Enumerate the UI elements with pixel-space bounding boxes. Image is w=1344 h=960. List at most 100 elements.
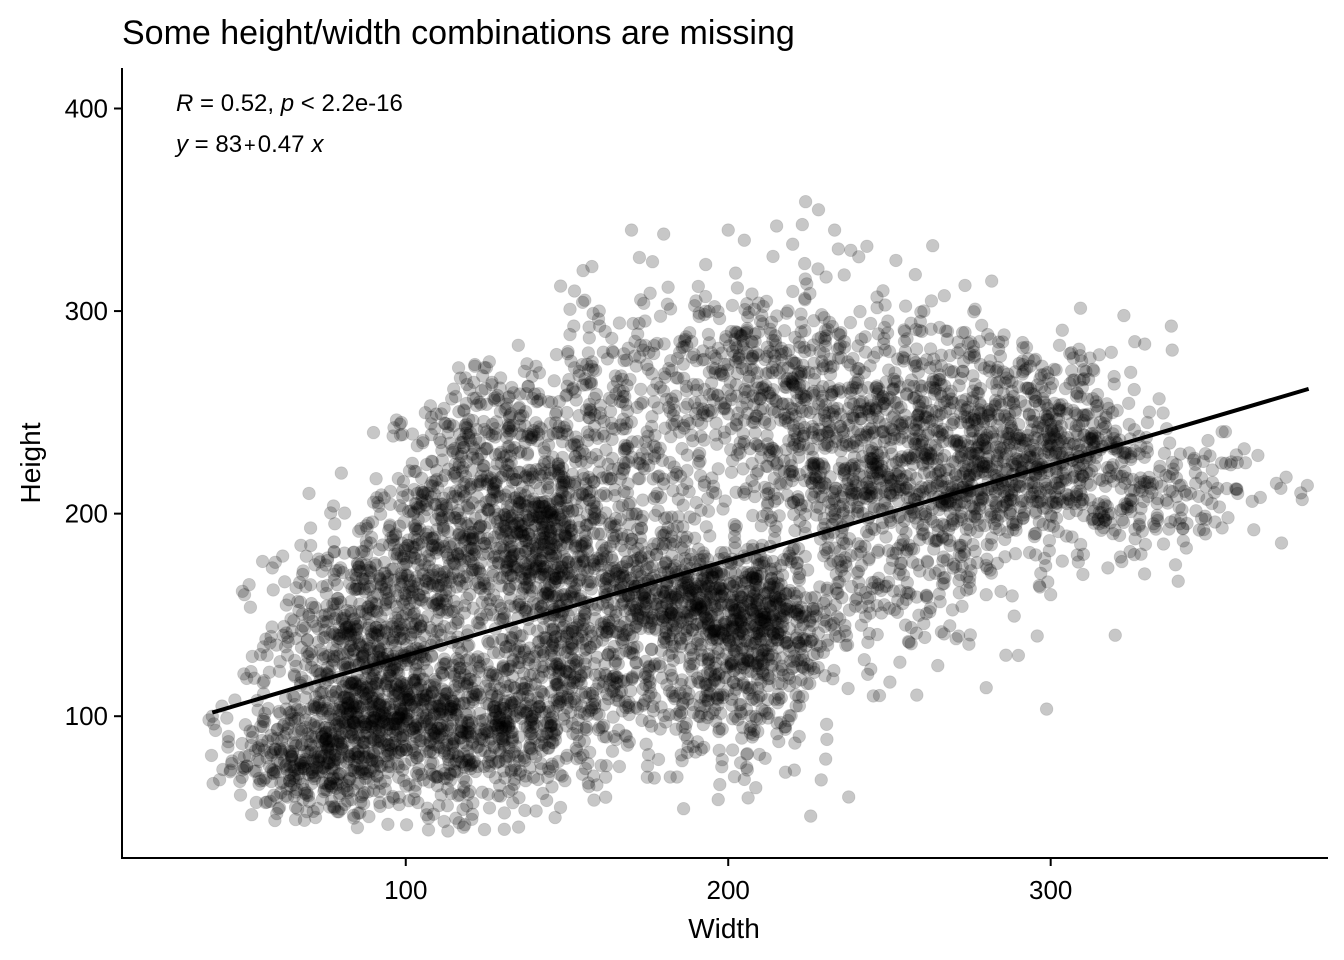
- data-point: [606, 669, 621, 684]
- data-point: [398, 592, 413, 607]
- data-point: [382, 538, 397, 552]
- data-point: [407, 792, 421, 806]
- data-point: [382, 737, 396, 752]
- data-point: [289, 736, 303, 750]
- data-point: [348, 699, 363, 713]
- data-point: [266, 766, 280, 780]
- data-point: [390, 711, 405, 726]
- data-point: [353, 638, 368, 652]
- data-point: [607, 729, 621, 744]
- data-point: [317, 760, 331, 774]
- data-point: [577, 721, 591, 736]
- data-point: [457, 440, 471, 454]
- data-point: [270, 806, 284, 821]
- data-point: [502, 420, 516, 435]
- data-point: [778, 720, 793, 734]
- data-point: [371, 729, 385, 744]
- data-point: [333, 767, 348, 781]
- data-point: [391, 710, 406, 724]
- data-point: [260, 751, 274, 765]
- data-point: [288, 727, 302, 742]
- data-point: [352, 714, 366, 729]
- data-point: [290, 782, 304, 797]
- data-point: [244, 808, 259, 822]
- data-point: [786, 284, 800, 299]
- data-point: [347, 760, 362, 775]
- data-point: [315, 703, 329, 718]
- data-point: [332, 729, 347, 743]
- data-point: [741, 791, 755, 805]
- data-point: [314, 685, 329, 700]
- data-point: [792, 635, 806, 649]
- data-point: [235, 763, 250, 777]
- data-point: [357, 786, 371, 800]
- data-point: [444, 786, 459, 801]
- data-point: [411, 524, 425, 538]
- data-point: [315, 737, 330, 752]
- data-point: [317, 782, 332, 797]
- data-point: [284, 750, 299, 764]
- data-point: [289, 581, 303, 595]
- data-point: [342, 752, 356, 766]
- data-point: [266, 583, 280, 597]
- data-point: [373, 571, 387, 586]
- data-point: [549, 347, 564, 362]
- data-point: [353, 720, 367, 734]
- data-point: [340, 783, 354, 798]
- data-point: [523, 738, 537, 752]
- data-point: [238, 761, 252, 776]
- data-point: [325, 780, 339, 795]
- data-point: [487, 740, 501, 755]
- data-point: [674, 748, 688, 762]
- data-point: [285, 747, 300, 761]
- data-point: [291, 762, 305, 776]
- data-point: [281, 722, 295, 736]
- data-point: [560, 405, 574, 420]
- data-point: [233, 774, 247, 789]
- data-point: [381, 755, 395, 769]
- data-point: [373, 776, 388, 791]
- data-point: [330, 772, 345, 786]
- data-point: [777, 324, 792, 338]
- data-point: [322, 721, 337, 735]
- data-point: [475, 785, 489, 799]
- data-point: [426, 563, 441, 577]
- data-point: [289, 785, 303, 799]
- data-point: [345, 726, 359, 741]
- data-point: [770, 633, 785, 647]
- data-point: [474, 447, 489, 461]
- data-point: [330, 777, 345, 792]
- data-point: [543, 614, 557, 629]
- data-point: [317, 694, 332, 709]
- data-point: [319, 732, 333, 746]
- data-point: [511, 820, 526, 834]
- data-point: [286, 736, 301, 750]
- data-point: [280, 762, 294, 777]
- data-point: [326, 731, 340, 746]
- data-point: [550, 522, 565, 537]
- data-point: [647, 346, 661, 361]
- data-point: [264, 748, 279, 762]
- data-point: [240, 759, 254, 773]
- data-point: [372, 723, 386, 737]
- data-point: [319, 732, 333, 746]
- data-point: [355, 649, 370, 663]
- data-point: [315, 792, 330, 806]
- chart-title: Some height/width combinations are missi…: [122, 14, 795, 52]
- data-point: [644, 642, 659, 657]
- data-point: [426, 756, 440, 770]
- data-point: [334, 736, 348, 751]
- data-point: [332, 735, 346, 749]
- data-point: [300, 633, 315, 647]
- data-point: [831, 242, 846, 256]
- data-point: [819, 717, 834, 732]
- data-point: [351, 744, 366, 759]
- data-point: [615, 704, 630, 718]
- data-point: [327, 748, 342, 762]
- data-point: [258, 795, 273, 810]
- data-point: [370, 755, 385, 770]
- data-point: [276, 549, 290, 563]
- data-point: [637, 697, 651, 711]
- data-point: [768, 652, 782, 666]
- data-point: [298, 786, 312, 801]
